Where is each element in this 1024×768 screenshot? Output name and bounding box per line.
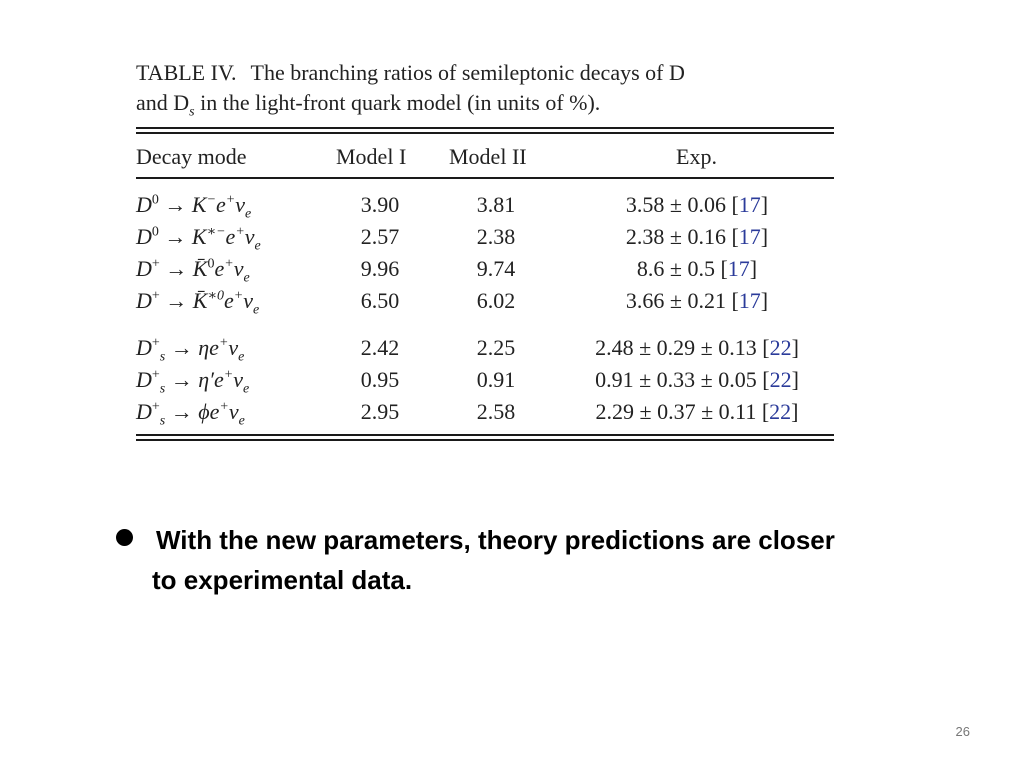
table-top-rule (136, 127, 834, 129)
decay-mode-formula: D+ → K̄0e+νe (136, 256, 250, 286)
bullet-line-1: With the new parameters, theory predicti… (156, 525, 835, 555)
table-caption-line2-rest: in the light-front quark model (in units… (194, 90, 601, 115)
reference-link[interactable]: 22 (769, 367, 792, 392)
exp-bracket: ] (791, 367, 799, 392)
reference-link[interactable]: 22 (769, 335, 792, 360)
model1-value: 2.57 (360, 224, 400, 249)
decay-mode-formula: D0 → K−e+νe (136, 192, 252, 222)
decay-mode-formula: D+s → ηe+νe (136, 335, 245, 365)
decay-mode-formula: D+s → ϕe+νe (136, 399, 245, 429)
reference-link[interactable]: 17 (738, 192, 761, 217)
reference-link[interactable]: 17 (738, 288, 761, 313)
model1-value: 9.96 (360, 256, 400, 281)
table-row: D+s → ηe+νe 2.42 2.25 2.48 ± 0.29 ± 0.13… (0, 332, 1024, 364)
exp-bracket: ] (760, 224, 769, 249)
table-top-rule-2 (136, 132, 834, 134)
exp-value: 3.58 ± 0.06 [17] (560, 189, 834, 221)
exp-value-text: 2.29 ± 0.37 ± 0.11 [ (595, 399, 770, 424)
table-bottom-rule-2 (136, 439, 834, 441)
table-row: D0 → K∗−e+νe 2.57 2.38 2.38 ± 0.16 [17] (0, 221, 1024, 253)
model1-value: 6.50 (360, 288, 400, 313)
exp-value: 8.6 ± 0.5 [17] (560, 253, 834, 285)
exp-value-text: 0.91 ± 0.33 ± 0.05 [ (595, 367, 770, 392)
model2-value: 6.02 (476, 288, 516, 313)
bullet-line-2: to experimental data. (152, 565, 413, 595)
reference-link[interactable]: 17 (738, 224, 761, 249)
exp-value-text: 8.6 ± 0.5 [ (636, 256, 728, 281)
header-model-2: Model II (449, 144, 527, 169)
table-bottom-rule (136, 434, 834, 436)
header-model-1: Model I (336, 144, 407, 169)
exp-value: 3.66 ± 0.21 [17] (560, 285, 834, 317)
table-caption-sub: s (189, 104, 195, 120)
bullet-text: With the new parameters, theory predicti… (152, 520, 986, 600)
table-header-rule (136, 177, 834, 179)
exp-bracket: ] (760, 288, 769, 313)
exp-value-text: 3.58 ± 0.06 [ (625, 192, 739, 217)
model2-value: 0.91 (476, 367, 516, 392)
exp-value-text: 3.66 ± 0.21 [ (625, 288, 739, 313)
exp-value: 2.48 ± 0.29 ± 0.13 [22] (560, 332, 834, 364)
model2-value: 9.74 (476, 256, 516, 281)
model2-value: 3.81 (476, 192, 516, 217)
model1-value: 0.95 (360, 367, 400, 392)
table-caption: TABLE IV. The branching ratios of semilep… (136, 58, 836, 120)
exp-value: 0.91 ± 0.33 ± 0.05 [22] (560, 364, 834, 396)
exp-bracket: ] (791, 335, 799, 360)
exp-bracket: ] (791, 399, 799, 424)
model2-value: 2.58 (476, 399, 516, 424)
decay-mode-formula: D+s → η′e+νe (136, 367, 250, 397)
reference-link[interactable]: 22 (769, 399, 792, 424)
exp-value-text: 2.48 ± 0.29 ± 0.13 [ (595, 335, 770, 360)
exp-bracket: ] (749, 256, 758, 281)
table-row: D+s → η′e+νe 0.95 0.91 0.91 ± 0.33 ± 0.0… (0, 364, 1024, 396)
reference-link[interactable]: 17 (727, 256, 750, 281)
table-caption-label: TABLE IV. (136, 60, 237, 85)
header-decay-mode: Decay mode (136, 144, 247, 169)
model2-value: 2.38 (476, 224, 516, 249)
decay-mode-formula: D0 → K∗−e+νe (136, 224, 261, 254)
table-row: D+s → ϕe+νe 2.95 2.58 2.29 ± 0.37 ± 0.11… (0, 396, 1024, 428)
model1-value: 2.95 (360, 399, 400, 424)
model1-value: 2.42 (360, 335, 400, 360)
table-caption-line2: and D (136, 90, 190, 115)
page-number: 26 (955, 724, 970, 739)
header-exp: Exp. (676, 144, 717, 169)
exp-bracket: ] (760, 192, 769, 217)
table-row: D+ → K̄∗0e+νe 6.50 6.02 3.66 ± 0.21 [17] (0, 285, 1024, 317)
table-row: D0 → K−e+νe 3.90 3.81 3.58 ± 0.06 [17] (0, 189, 1024, 221)
table-row: D+ → K̄0e+νe 9.96 9.74 8.6 ± 0.5 [17] (0, 253, 1024, 285)
bullet-icon (116, 529, 133, 546)
table-caption-line1: The branching ratios of semileptonic dec… (250, 60, 685, 85)
model2-value: 2.25 (476, 335, 516, 360)
decay-mode-formula: D+ → K̄∗0e+νe (136, 288, 260, 318)
exp-value: 2.29 ± 0.37 ± 0.11 [22] (560, 396, 834, 428)
exp-value: 2.38 ± 0.16 [17] (560, 221, 834, 253)
model1-value: 3.90 (360, 192, 400, 217)
exp-value-text: 2.38 ± 0.16 [ (625, 224, 739, 249)
